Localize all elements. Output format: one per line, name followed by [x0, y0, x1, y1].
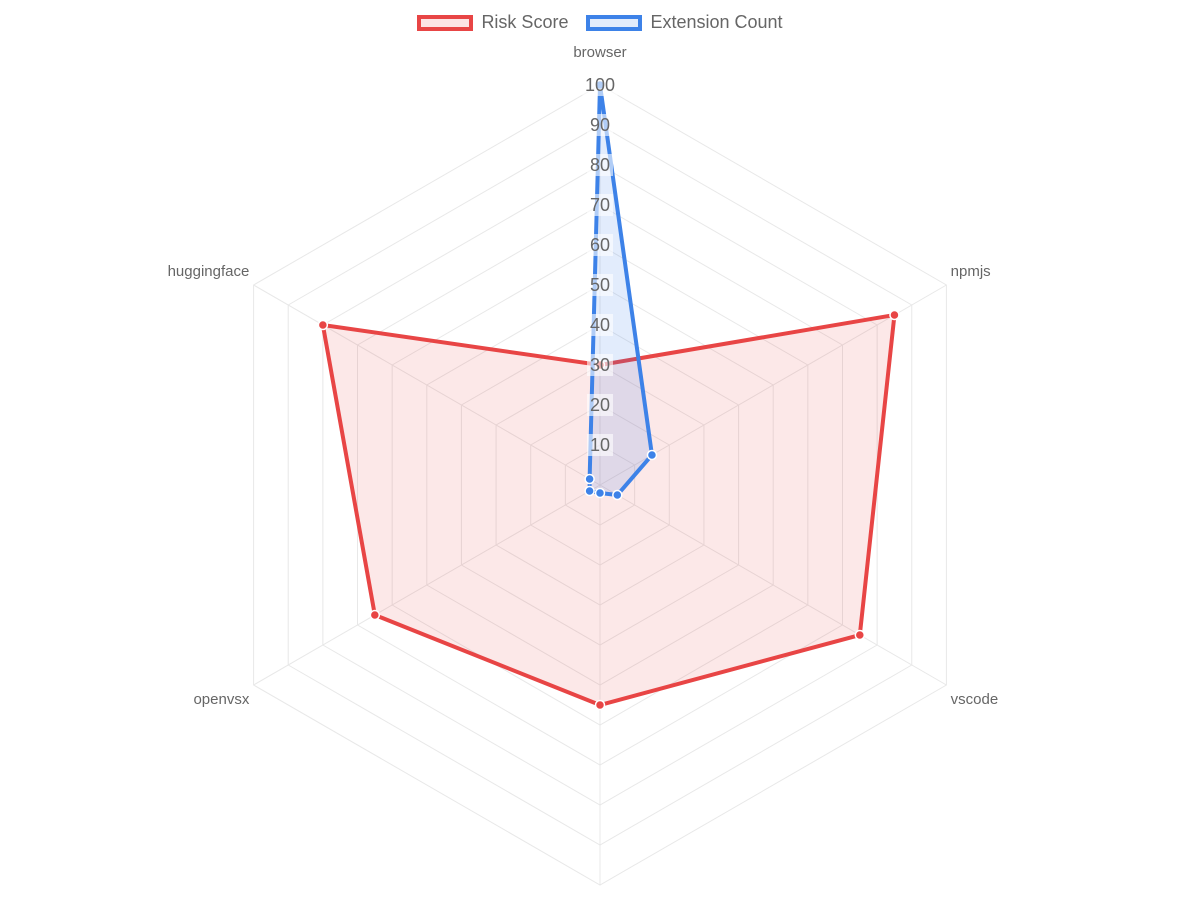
tick-backdrop-40: [587, 314, 613, 336]
tick-backdrop-30: [587, 354, 613, 376]
axis-label-vscode: vscode: [951, 691, 999, 708]
point-risk-score-huggingface[interactable]: [317, 319, 329, 331]
tick-label-60: 60: [590, 235, 610, 255]
point-risk-score-openvsx[interactable]: [369, 609, 381, 621]
tick-label-90: 90: [590, 115, 610, 135]
point-risk-score-npmjs[interactable]: [889, 309, 900, 321]
tick-label-20: 20: [590, 395, 610, 415]
tick-backdrop-90: [587, 114, 613, 136]
radar-grid: [253, 84, 947, 886]
tick-backdrop-100: [582, 74, 618, 96]
axis-label-npmjs: npmjs: [951, 263, 991, 280]
tick-label-70: 70: [590, 195, 610, 215]
point-extension-count-openvsx[interactable]: [584, 485, 595, 497]
tick-label-100: 100: [585, 75, 615, 95]
tick-label-80: 80: [590, 155, 610, 175]
chart-legend: Risk Score Extension Count: [0, 12, 1200, 33]
tick-label-50: 50: [590, 275, 610, 295]
tick-label-10: 10: [590, 435, 610, 455]
point-risk-score-vscode[interactable]: [854, 629, 866, 641]
grid-spoke-huggingface: [253, 284, 601, 486]
radar-axis-labels: browsernpmjsvscodejetbrainsopenvsxhuggin…: [168, 44, 999, 708]
legend-label-risk-score: Risk Score: [481, 12, 569, 32]
grid-spoke-vscode: [599, 484, 947, 686]
axis-label-huggingface: huggingface: [168, 263, 250, 280]
axis-label-browser: browser: [573, 44, 626, 61]
tick-backdrop-70: [587, 194, 613, 216]
tick-backdrop-50: [587, 274, 613, 296]
point-extension-count-vscode[interactable]: [612, 489, 623, 501]
tick-label-40: 40: [590, 315, 610, 335]
grid-spoke-openvsx: [253, 484, 601, 686]
tick-label-30: 30: [590, 355, 610, 375]
tick-backdrop-10: [587, 434, 613, 456]
legend-item-risk-score[interactable]: Risk Score: [417, 12, 568, 33]
radar-tick-labels: 10 20 30 40 50 60 70 80 90 100: [582, 74, 618, 456]
tick-backdrop-80: [587, 154, 613, 176]
point-extension-count-huggingface[interactable]: [584, 473, 595, 485]
axis-label-openvsx: openvsx: [193, 691, 249, 708]
point-risk-score-jetbrains[interactable]: [594, 699, 606, 711]
point-extension-count-npmjs[interactable]: [646, 449, 658, 461]
grid-spoke-npmjs: [599, 284, 947, 486]
tick-backdrop-60: [587, 234, 613, 256]
legend-swatch-risk-score: [417, 14, 474, 31]
legend-label-extension-count: Extension Count: [650, 12, 783, 32]
point-extension-count-jetbrains[interactable]: [594, 487, 606, 499]
legend-item-extension-count[interactable]: Extension Count: [586, 12, 783, 33]
tick-backdrop-20: [587, 394, 613, 416]
legend-swatch-extension-count: [586, 14, 643, 31]
